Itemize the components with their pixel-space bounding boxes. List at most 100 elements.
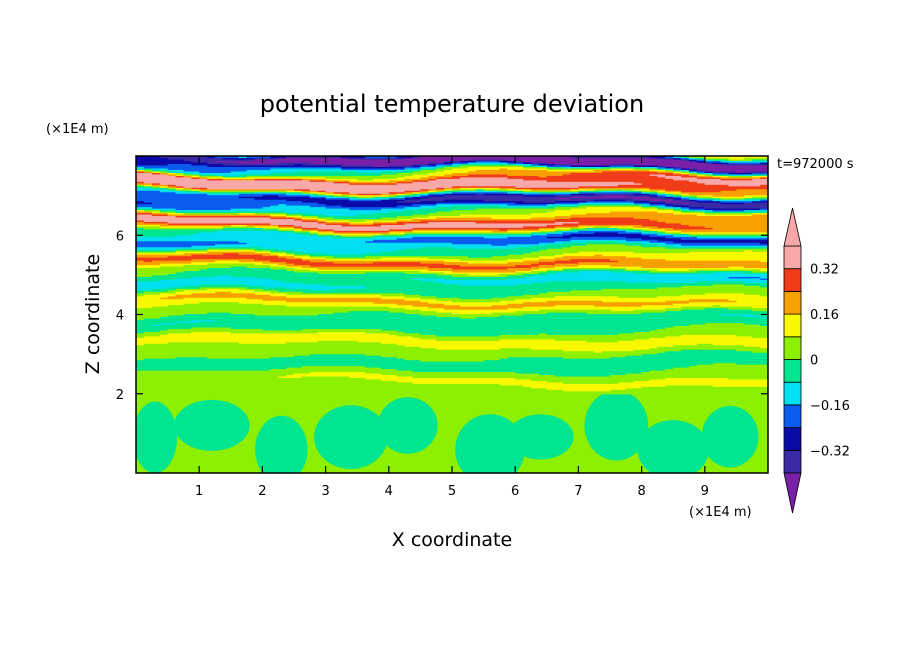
contour-cell	[404, 197, 421, 200]
contour-cell	[357, 170, 382, 173]
contour-cell	[704, 173, 714, 176]
contour-cell	[349, 194, 390, 197]
contour-cell	[728, 184, 761, 187]
contour-cell	[183, 313, 256, 316]
contour-cell	[270, 267, 295, 270]
contour-cell	[673, 203, 768, 206]
contour-cell	[744, 314, 761, 318]
contour-cell	[633, 380, 768, 383]
contour-cell	[412, 216, 437, 220]
contour-cell	[143, 335, 414, 338]
contour-cell	[689, 251, 768, 254]
contour-cell	[728, 172, 753, 175]
contour-cell	[151, 184, 169, 187]
contour-cell	[317, 219, 327, 222]
contour-cell	[136, 230, 216, 233]
contour-cell	[546, 291, 768, 294]
contour-cell	[689, 172, 698, 175]
contour-cell	[570, 213, 698, 217]
contour-cell	[420, 219, 658, 222]
contour-cell	[452, 191, 508, 194]
contour-cell	[404, 344, 674, 347]
contour-cell	[286, 251, 303, 254]
contour-cell	[444, 282, 532, 285]
contour-cell	[175, 277, 271, 280]
contour-cell	[183, 175, 192, 178]
contour-cell	[191, 172, 271, 175]
contour-cell	[136, 328, 169, 331]
contour-cell	[404, 234, 532, 237]
contour-cell	[151, 182, 161, 185]
contour-cell	[712, 362, 737, 365]
contour-cell	[175, 185, 184, 188]
contour-cell	[349, 199, 382, 202]
contour-cell	[641, 203, 651, 206]
y-axis-ticks: 246	[116, 229, 768, 403]
contour-cell	[412, 194, 421, 197]
contour-cell	[720, 197, 745, 200]
contour-cell	[436, 314, 500, 318]
contour-cell	[262, 254, 279, 257]
contour-cell	[538, 191, 556, 194]
contour-cell	[736, 300, 768, 303]
contour-cell	[515, 264, 540, 267]
contour-cell	[649, 194, 658, 197]
contour-cell	[136, 157, 169, 160]
contour-cell	[136, 277, 177, 280]
contour-cell	[428, 191, 437, 194]
contour-cell	[388, 310, 437, 313]
contour-cell	[436, 334, 500, 337]
contour-cell	[554, 200, 587, 203]
contour-cell	[475, 169, 548, 172]
contour-cell	[365, 285, 682, 288]
contour-cell	[712, 173, 730, 176]
contour-cell	[483, 193, 524, 196]
contour-cell	[136, 222, 169, 225]
contour-cell	[712, 283, 745, 286]
contour-cell	[349, 179, 390, 182]
contour-cell	[301, 328, 382, 331]
contour-cell	[665, 202, 682, 205]
contour-cell	[262, 288, 311, 291]
contour-cell	[665, 258, 768, 261]
contour-cell	[459, 283, 516, 286]
contour-cell	[159, 292, 192, 295]
contour-cell	[294, 225, 303, 228]
contour-cell	[349, 375, 414, 379]
contour-cell	[752, 313, 768, 316]
contour-cell	[317, 313, 421, 316]
contour-cell	[696, 199, 714, 202]
contour-cell	[420, 164, 437, 168]
contour-cell	[444, 187, 461, 190]
contour-cell	[641, 191, 651, 194]
contour-cell	[696, 196, 714, 199]
contour-cell	[404, 169, 421, 172]
contour-cell	[420, 246, 453, 249]
contour-cell	[301, 225, 524, 228]
contour-cell	[523, 200, 556, 203]
contour-cell	[349, 182, 398, 185]
contour-cell	[270, 249, 295, 252]
contour-cell	[183, 285, 263, 288]
contour-cell	[373, 196, 398, 199]
contour-cell	[191, 245, 532, 248]
contour-cell	[294, 170, 358, 173]
contour-cell	[159, 170, 169, 173]
contour-cell	[380, 355, 627, 358]
contour-cell	[325, 257, 382, 260]
contour-cell	[136, 387, 548, 390]
colorbar: 0.320.160−0.16−0.32	[783, 207, 850, 514]
contour-cell	[531, 297, 768, 300]
contour-cell	[301, 375, 350, 379]
contour-cell	[673, 240, 768, 243]
contour-cell	[428, 163, 437, 166]
contour-cell	[689, 206, 706, 209]
contour-cell	[681, 208, 690, 211]
contour-cell	[531, 268, 548, 272]
contour-cell	[365, 365, 690, 368]
contour-cell	[736, 188, 768, 191]
contour-cell	[175, 234, 319, 237]
contour-cell	[641, 265, 730, 269]
contour-cell	[175, 184, 619, 187]
contour-cell	[262, 303, 398, 306]
